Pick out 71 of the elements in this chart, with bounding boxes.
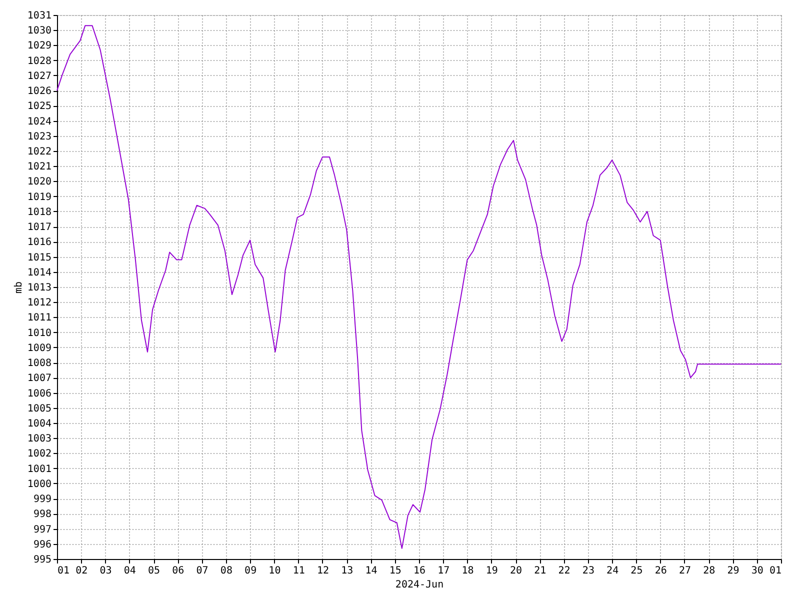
x-tick-label: 05 (148, 566, 160, 576)
x-tick-label: 01 (58, 566, 70, 576)
y-tick-label: 1017 (27, 222, 52, 234)
y-tick-label: 1029 (27, 40, 52, 52)
x-tick-label: 16 (413, 566, 426, 576)
y-tick-label: 1010 (27, 328, 52, 339)
y-tick-label: 1018 (27, 206, 52, 218)
y-tick-label: 998 (33, 509, 52, 520)
x-tick-label: 21 (534, 566, 546, 576)
x-tick-label: 30 (751, 566, 764, 576)
y-tick-label: 996 (33, 539, 52, 550)
y-tick-label: 1009 (27, 342, 52, 354)
x-tick-label: 27 (678, 566, 691, 576)
y-tick-label: 1015 (27, 252, 52, 264)
x-tick-label: 29 (727, 566, 740, 576)
y-tick-label: 997 (33, 524, 52, 536)
x-tick-label: 12 (316, 566, 329, 576)
y-tick-label: 1007 (27, 373, 52, 384)
y-tick-label: 1003 (27, 434, 52, 445)
y-tick-label: 1012 (27, 298, 52, 309)
x-tick-label: 20 (510, 566, 522, 576)
y-tick-label: 1004 (27, 418, 52, 430)
y-tick-label: 1014 (27, 267, 52, 278)
y-tick-label: 1026 (27, 86, 52, 98)
x-tick-label: 17 (438, 566, 450, 576)
y-tick-label: 1024 (27, 116, 52, 128)
x-tick-label: 25 (630, 566, 643, 576)
y-tick-label: 1031 (27, 10, 52, 22)
y-tick-label: 1006 (27, 388, 52, 400)
y-tick-label: 1027 (27, 70, 52, 82)
y-tick-label: 1008 (27, 358, 52, 370)
x-tick-label: 02 (76, 566, 88, 576)
y-tick-label: 1013 (27, 282, 52, 294)
x-tick-label: 09 (244, 566, 257, 576)
y-tick-label: 1030 (27, 26, 52, 37)
line-series (56, 25, 782, 549)
y-tick-label: 1016 (27, 237, 52, 248)
y-tick-label: 1021 (27, 162, 52, 173)
x-tick-label: 06 (172, 566, 184, 576)
y-tick-label: 1025 (27, 101, 52, 112)
x-axis-title: 2024-Jun (395, 580, 444, 590)
y-tick-label: 999 (33, 494, 52, 506)
x-tick-label: 04 (124, 566, 136, 576)
x-tick-label: 24 (606, 566, 619, 576)
y-tick-label: 1011 (27, 312, 52, 324)
x-tick-label: 18 (462, 566, 474, 576)
y-tick-label: 1019 (27, 192, 52, 203)
x-tick-label: 10 (268, 566, 281, 576)
x-tick-label: 26 (654, 566, 667, 576)
y-axis-title: mb (13, 281, 24, 294)
x-tick-label: 14 (365, 566, 378, 576)
y-tick-label: 1000 (27, 478, 52, 490)
x-tick-label: 15 (389, 566, 402, 576)
y-tick-label: 1001 (27, 464, 52, 475)
x-tick-label: 01 (769, 566, 782, 576)
y-tick-label: 1022 (27, 146, 52, 158)
x-tick-label: 19 (486, 566, 498, 576)
y-tick-label: 1002 (27, 448, 52, 460)
x-tick-label: 08 (220, 566, 232, 576)
y-tick-label: 1023 (27, 131, 52, 142)
x-tick-label: 13 (341, 566, 354, 576)
y-tick-label: 995 (33, 554, 52, 566)
y-tick-label: 1020 (27, 176, 52, 188)
x-tick-label: 28 (703, 566, 716, 576)
y-tick-label: 1005 (27, 403, 52, 414)
x-tick-label: 23 (582, 566, 594, 576)
x-tick-label: 07 (196, 566, 208, 576)
x-tick-label: 03 (100, 566, 112, 576)
x-tick-label: 22 (558, 566, 570, 576)
x-tick-label: 11 (292, 566, 305, 576)
y-tick-label: 1028 (27, 56, 52, 67)
